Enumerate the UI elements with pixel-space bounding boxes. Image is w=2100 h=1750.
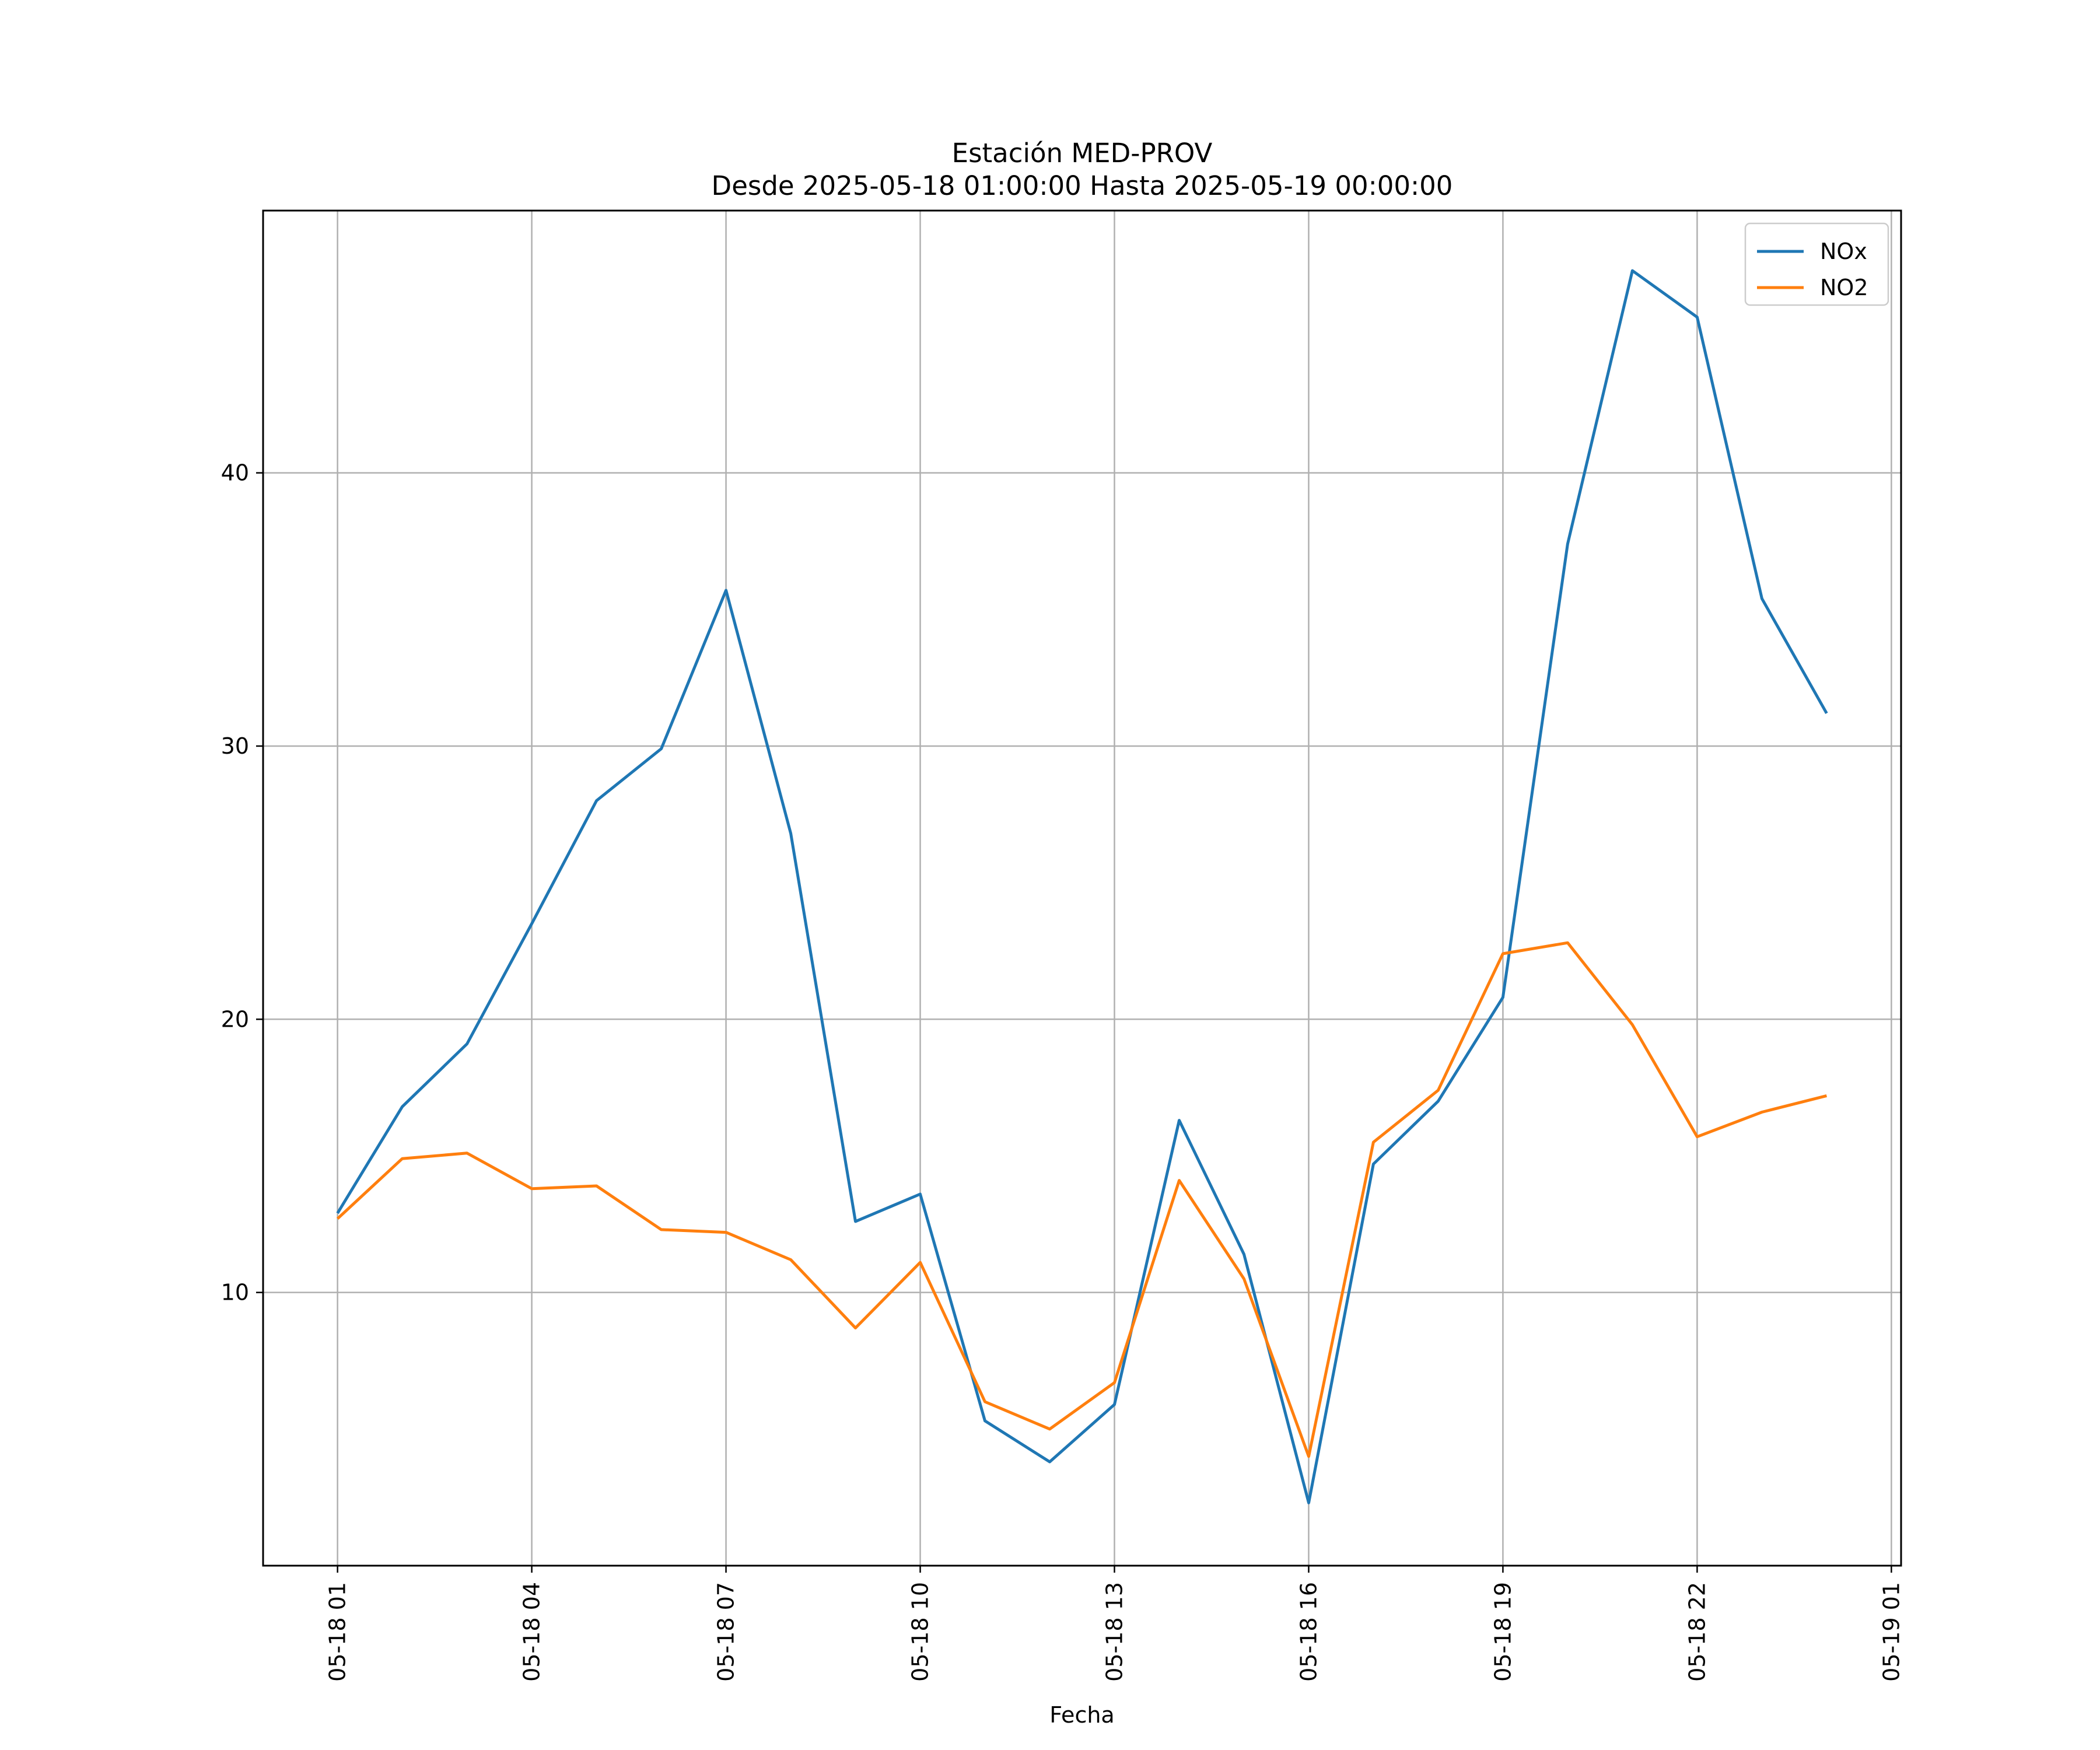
x-tick-label: 05-18 13 xyxy=(1101,1582,1127,1682)
x-tick-label: 05-18 07 xyxy=(713,1582,739,1682)
x-tick-label: 05-18 22 xyxy=(1684,1582,1710,1682)
x-tick-label: 05-18 01 xyxy=(325,1582,351,1682)
x-tick-label: 05-18 16 xyxy=(1296,1582,1321,1682)
legend-label-nox: NOx xyxy=(1820,239,1867,264)
plot-frame xyxy=(262,209,1902,1567)
y-tick-label: 10 xyxy=(221,1280,249,1306)
axis-ticks: 05-18 01 05-18 04 05-18 07 05-18 10 05-18 13… xyxy=(221,460,1905,1682)
grid-lines xyxy=(263,211,1901,1566)
chart-title: Estación MED-PROV xyxy=(952,138,1213,169)
data-series xyxy=(336,269,1828,1504)
y-tick-label: 30 xyxy=(221,733,249,759)
y-tick-label: 20 xyxy=(221,1006,249,1032)
x-axis-label: Fecha xyxy=(1049,1702,1114,1728)
legend-box xyxy=(1744,222,1889,306)
x-tick-label: 05-19 01 xyxy=(1878,1582,1904,1682)
x-tick-label: 05-18 10 xyxy=(908,1582,933,1682)
legend: NOx NO2 xyxy=(1744,222,1889,306)
series-line-no2 xyxy=(336,941,1828,1458)
legend-label-no2: NO2 xyxy=(1820,275,1868,300)
x-tick-label: 05-18 19 xyxy=(1490,1582,1516,1682)
x-tick-label: 05-18 04 xyxy=(519,1582,545,1682)
y-tick-label: 40 xyxy=(221,460,249,486)
chart-subtitle: Desde 2025-05-18 01:00:00 Hasta 2025-05-… xyxy=(712,170,1453,201)
series-line-nox xyxy=(336,269,1828,1504)
